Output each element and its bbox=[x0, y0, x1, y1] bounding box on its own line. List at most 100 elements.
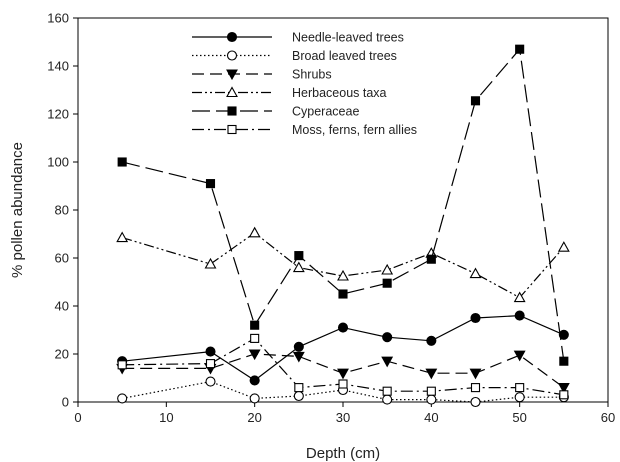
x-tick-label: 40 bbox=[424, 410, 438, 425]
series-line bbox=[122, 47, 565, 362]
data-point bbox=[205, 179, 216, 189]
data-point bbox=[382, 278, 392, 288]
legend-label: Shrubs bbox=[292, 68, 332, 82]
y-tick-label: 40 bbox=[55, 299, 69, 314]
data-point bbox=[338, 379, 348, 389]
y-tick-label: 140 bbox=[47, 59, 69, 74]
series-0 bbox=[117, 310, 569, 386]
data-point bbox=[381, 356, 394, 368]
series-line bbox=[121, 232, 565, 299]
legend-label: Broad leaved trees bbox=[292, 49, 397, 63]
data-point bbox=[248, 226, 261, 238]
y-axis-title: % pollen abundance bbox=[9, 142, 26, 278]
data-point bbox=[514, 392, 525, 403]
x-tick-label: 60 bbox=[601, 410, 615, 425]
legend-label: Needle-leaved trees bbox=[292, 31, 404, 45]
legend-item: Moss, ferns, fern allies bbox=[192, 123, 417, 137]
data-point bbox=[513, 291, 526, 303]
data-point bbox=[292, 351, 305, 363]
series-5 bbox=[117, 333, 569, 400]
data-point bbox=[382, 394, 393, 405]
series-line bbox=[122, 337, 564, 396]
series-layer bbox=[116, 44, 570, 408]
data-point bbox=[381, 263, 394, 275]
data-point bbox=[205, 376, 216, 387]
y-tick-label: 20 bbox=[55, 347, 69, 362]
x-tick-label: 20 bbox=[247, 410, 261, 425]
y-tick-label: 80 bbox=[55, 203, 69, 218]
data-point bbox=[382, 386, 392, 396]
y-tick-label: 60 bbox=[55, 251, 69, 266]
data-point bbox=[337, 368, 349, 380]
data-point bbox=[559, 356, 569, 366]
series-line bbox=[122, 353, 565, 389]
data-point bbox=[338, 289, 348, 299]
data-point bbox=[470, 396, 481, 408]
data-point bbox=[337, 269, 349, 281]
data-point bbox=[514, 310, 525, 321]
legend-marker bbox=[226, 69, 238, 81]
data-point bbox=[205, 346, 216, 357]
data-point bbox=[470, 96, 481, 106]
plot-frame bbox=[77, 17, 609, 403]
series-3 bbox=[116, 226, 570, 303]
data-point bbox=[249, 393, 260, 404]
legend-item: Needle-leaved trees bbox=[192, 31, 404, 45]
legend-label: Moss, ferns, fern allies bbox=[292, 123, 417, 137]
data-point bbox=[426, 386, 436, 396]
data-point bbox=[293, 390, 304, 402]
legend-marker bbox=[226, 86, 238, 98]
data-point bbox=[248, 349, 261, 361]
data-point bbox=[205, 359, 216, 369]
data-point bbox=[204, 257, 217, 269]
data-point bbox=[250, 320, 260, 330]
series-line bbox=[122, 380, 564, 403]
data-point bbox=[559, 390, 569, 400]
y-tick-label: 120 bbox=[47, 107, 69, 122]
legend-marker bbox=[226, 50, 238, 61]
data-point bbox=[117, 157, 127, 167]
data-point bbox=[294, 383, 304, 393]
data-point bbox=[558, 329, 569, 340]
legend: Needle-leaved trees Broad leaved trees Shr… bbox=[192, 31, 417, 137]
data-point bbox=[426, 254, 436, 264]
data-point bbox=[117, 393, 128, 404]
series-line bbox=[122, 314, 565, 382]
x-tick-label: 0 bbox=[74, 410, 81, 425]
data-point bbox=[382, 332, 393, 343]
data-point bbox=[249, 375, 260, 386]
legend-marker bbox=[226, 31, 238, 43]
y-tick-label: 160 bbox=[47, 11, 69, 26]
data-point bbox=[426, 335, 437, 346]
data-point bbox=[294, 251, 304, 261]
data-point bbox=[515, 383, 525, 393]
data-point bbox=[426, 394, 437, 405]
legend-item: Shrubs bbox=[192, 68, 332, 82]
data-point bbox=[425, 368, 438, 380]
data-point bbox=[117, 360, 127, 370]
data-point bbox=[470, 312, 481, 324]
y-tick-label: 100 bbox=[47, 155, 69, 170]
data-point bbox=[513, 350, 526, 362]
x-tick-label: 30 bbox=[336, 410, 350, 425]
data-point bbox=[557, 241, 570, 252]
data-point bbox=[469, 267, 482, 279]
data-point bbox=[337, 322, 349, 333]
data-point bbox=[250, 333, 260, 343]
legend-label: Cyperaceae bbox=[292, 105, 359, 119]
legend-item: Broad leaved trees bbox=[192, 49, 397, 63]
data-point bbox=[557, 383, 570, 394]
x-tick-label: 10 bbox=[159, 410, 173, 425]
data-point bbox=[470, 383, 481, 393]
legend-marker bbox=[227, 106, 237, 116]
legend-item: Cyperaceae bbox=[192, 105, 359, 119]
data-point bbox=[293, 341, 304, 352]
data-point bbox=[469, 368, 482, 380]
legend-item: Herbaceous taxa bbox=[192, 86, 387, 100]
x-axis-title: Depth (cm) bbox=[306, 445, 380, 462]
data-point bbox=[292, 261, 305, 273]
legend-marker bbox=[227, 124, 237, 135]
data-point bbox=[116, 231, 129, 243]
axis-ticks: 0 10 20 30 40 50 60 0 20 40 60 80 100 120 140 160 bbox=[47, 11, 615, 426]
